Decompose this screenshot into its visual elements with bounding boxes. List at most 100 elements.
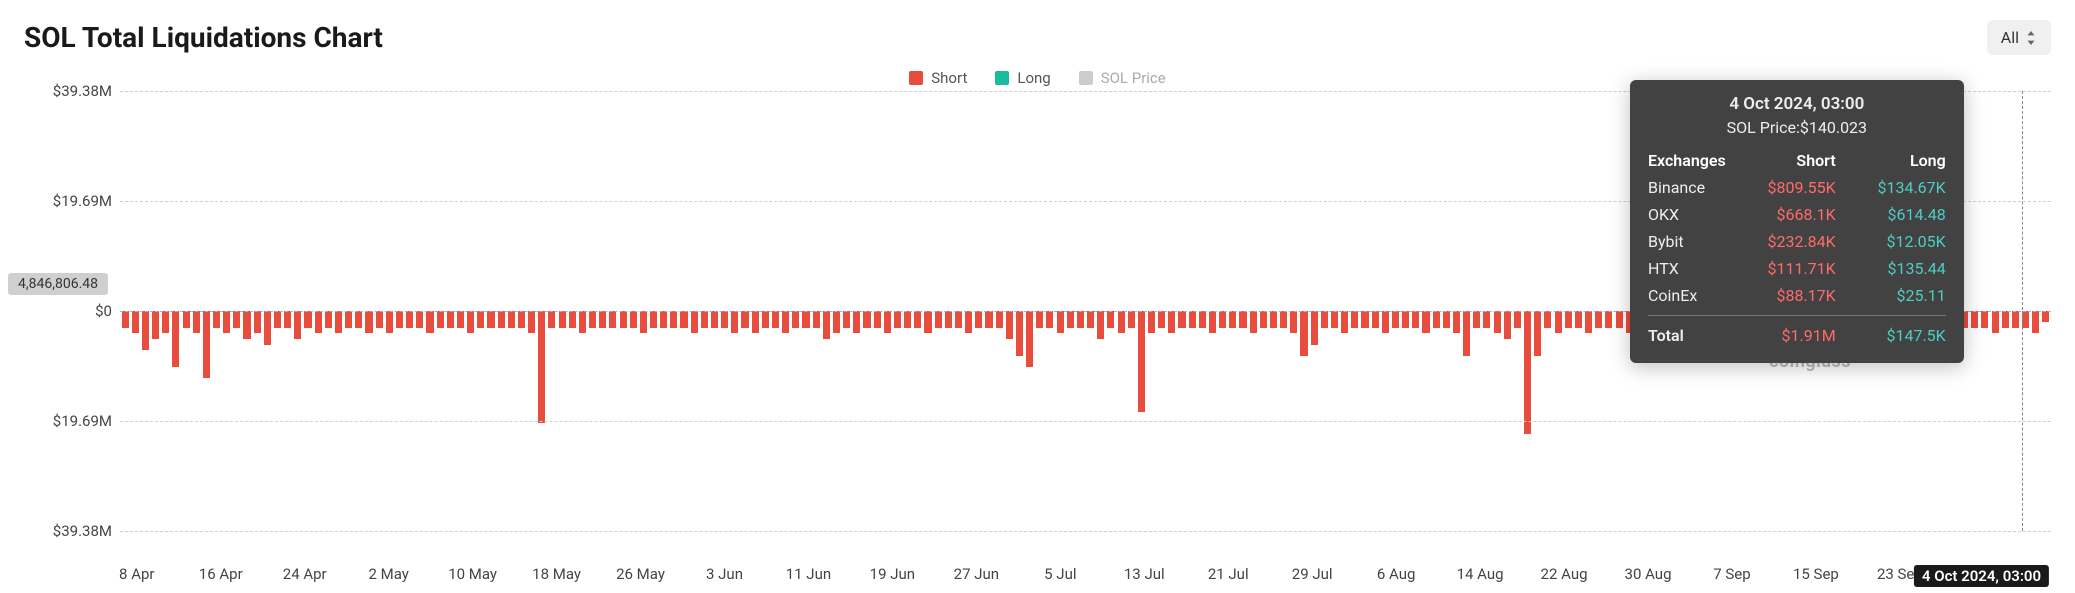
bar-short — [1300, 311, 1307, 356]
bar-short — [955, 311, 962, 328]
bar-short — [1433, 311, 1440, 328]
tooltip-header-row: Exchanges Short Long — [1648, 147, 1946, 174]
x-tick-label: 10 May — [448, 565, 497, 583]
bar-short — [1331, 311, 1338, 328]
x-tick-label: 15 Sep — [1793, 565, 1839, 583]
bar-short — [193, 311, 200, 333]
bar-short — [487, 311, 494, 328]
x-tick-label: 11 Jun — [786, 565, 831, 583]
bar-short — [559, 311, 566, 328]
bar-short — [1605, 311, 1612, 328]
bar-short — [1178, 311, 1185, 328]
bar-short — [1483, 311, 1490, 328]
bar-short — [1595, 311, 1602, 328]
bar-short — [1463, 311, 1470, 356]
chevron-sort-icon — [2025, 31, 2037, 45]
bar-short — [1138, 311, 1145, 412]
bar-short — [233, 311, 240, 328]
bar-short — [731, 311, 738, 333]
bar-short — [670, 311, 677, 328]
bar-short — [721, 311, 728, 328]
x-tick-label: 19 Jun — [870, 565, 915, 583]
x-tick-label: 27 Jun — [954, 565, 999, 583]
bar-short — [1077, 311, 1084, 328]
bar-short — [2042, 311, 2049, 322]
tooltip-title: 4 Oct 2024, 03:00 — [1648, 94, 1946, 114]
bar-short — [1443, 311, 1450, 328]
legend-long[interactable]: Long — [995, 69, 1050, 87]
bar-short — [1534, 311, 1541, 356]
bar-short — [1046, 311, 1053, 328]
bar-short — [630, 311, 637, 328]
bar-short — [447, 311, 454, 328]
bar-short — [1280, 311, 1287, 328]
x-tick-label: 22 Aug — [1541, 565, 1588, 583]
bar-short — [1189, 311, 1196, 328]
bar-short — [1351, 311, 1358, 328]
bar-short — [2002, 311, 2009, 328]
bar-short — [1392, 311, 1399, 328]
bar-short — [538, 311, 545, 423]
x-tick-label: 30 Aug — [1625, 565, 1672, 583]
bar-short — [1260, 311, 1267, 328]
bar-short — [1118, 311, 1125, 333]
gridline — [120, 531, 2051, 532]
tooltip-exchange-row: HTX$111.71K$135.44 — [1648, 255, 1946, 282]
bar-short — [1107, 311, 1114, 328]
x-tick-label: 24 Apr — [283, 565, 327, 583]
bar-short — [965, 311, 972, 333]
y-tick-label: $39.38M — [53, 82, 112, 100]
x-axis: 8 Apr16 Apr24 Apr2 May10 May18 May26 May… — [120, 565, 2051, 587]
bar-short — [599, 311, 606, 328]
y-tick-label: $39.38M — [53, 522, 112, 540]
bar-short — [294, 311, 301, 339]
bar-short — [609, 311, 616, 328]
bar-short — [1128, 311, 1135, 328]
bar-short — [1473, 311, 1480, 328]
bar-short — [304, 311, 311, 328]
bar-short — [335, 311, 342, 333]
bar-short — [1250, 311, 1257, 333]
bar-short — [660, 311, 667, 328]
range-selector-label: All — [2001, 28, 2019, 47]
bar-short — [1087, 311, 1094, 328]
legend-short[interactable]: Short — [909, 69, 967, 87]
bar-short — [355, 311, 362, 328]
bar-short — [132, 311, 139, 333]
bar-short — [792, 311, 799, 328]
tooltip-subtitle: SOL Price:$140.023 — [1648, 118, 1946, 137]
bar-short — [1341, 311, 1348, 333]
bar-short — [1097, 311, 1104, 339]
bar-short — [1575, 311, 1582, 328]
bar-short — [833, 311, 840, 333]
bar-short — [904, 311, 911, 328]
y-hover-badge: 4,846,806.48 — [8, 273, 108, 295]
bar-short — [772, 311, 779, 328]
x-tick-label: 2 May — [368, 565, 408, 583]
bar-short — [1311, 311, 1318, 345]
bar-short — [579, 311, 586, 333]
legend-swatch-short — [909, 71, 923, 85]
bar-short — [254, 311, 261, 333]
bar-short — [741, 311, 748, 328]
bar-short — [813, 311, 820, 328]
y-tick-label: $19.69M — [53, 412, 112, 430]
bar-short — [1321, 311, 1328, 328]
range-selector[interactable]: All — [1987, 20, 2051, 55]
bar-short — [386, 311, 393, 333]
legend-price[interactable]: SOL Price — [1079, 69, 1166, 87]
bar-short — [142, 311, 149, 350]
bar-short — [1158, 311, 1165, 328]
legend-swatch-price — [1079, 71, 1093, 85]
tooltip-exchange-row: CoinEx$88.17K$25.11 — [1648, 282, 1946, 309]
bar-short — [162, 311, 169, 333]
bar-short — [426, 311, 433, 333]
bar-short — [1148, 311, 1155, 333]
bar-short — [874, 311, 881, 328]
bar-short — [945, 311, 952, 328]
x-tick-active: 4 Oct 2024, 03:00 — [1914, 565, 2049, 587]
page-title: SOL Total Liquidations Chart — [24, 21, 383, 54]
bar-short — [457, 311, 464, 328]
bar-short — [122, 311, 129, 328]
bar-short — [701, 311, 708, 328]
